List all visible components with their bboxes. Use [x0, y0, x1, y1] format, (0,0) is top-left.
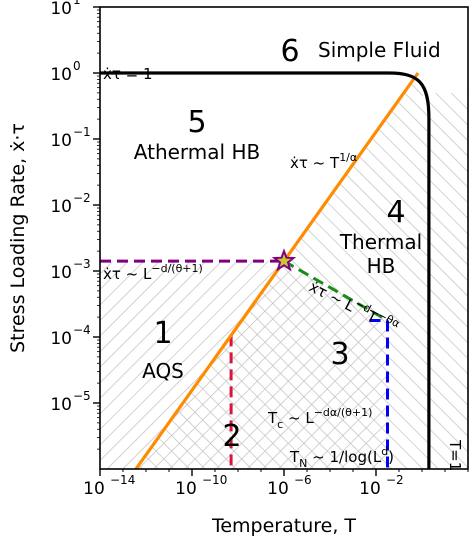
- y-tick-exponent: −3: [73, 257, 91, 271]
- x-tick-label: 10: [83, 479, 105, 499]
- x-axis-label: Temperature, T: [211, 515, 356, 537]
- region-5-name: Athermal HB: [134, 140, 260, 164]
- y-tick-label: 10: [50, 0, 72, 19]
- region-3-number: 3: [330, 337, 349, 372]
- y-tick-label: 10: [50, 131, 72, 151]
- x-tick-exponent: −2: [386, 473, 404, 487]
- region-1-number: 1: [153, 316, 172, 351]
- region-4-name-line2: HB: [367, 254, 396, 278]
- y-tick-label: 10: [50, 395, 72, 415]
- region-4-right-hatch: [428, 93, 468, 469]
- y-tick-exponent: −1: [73, 125, 91, 139]
- y-tick-exponent: −5: [73, 389, 91, 403]
- region-4-hatch: [284, 73, 429, 469]
- red-label: Tc ~ L−dα/(θ+1): [267, 406, 372, 431]
- star-marker: [271, 248, 297, 272]
- y-tick-label: 10: [50, 329, 72, 349]
- x-tick-exponent: −6: [294, 473, 312, 487]
- x-axis-ticks: 10 −14 10 −10 10 −6 10 −2: [83, 469, 469, 499]
- region-2-number: 2: [222, 419, 241, 454]
- region-1-hatch: [100, 261, 284, 469]
- y-tick-exponent: −2: [73, 191, 91, 205]
- x-tick-label: 10: [267, 479, 289, 499]
- region-3-hatch-cross: [231, 261, 388, 469]
- region-4-number: 4: [386, 195, 405, 230]
- y-tick-exponent: 0: [73, 59, 81, 73]
- x-tick-label: 10: [175, 479, 197, 499]
- hatched-regions: [100, 73, 468, 469]
- y-axis-label: Stress Loading Rate, ẋ·τ: [7, 123, 29, 353]
- vertical-boundary-label: T=1: [446, 439, 464, 471]
- purple-label: ẋτ ~ L−d/(θ+1): [103, 262, 203, 283]
- plateau-label: ẋτ = 1: [103, 65, 153, 83]
- x-tick-exponent: −14: [110, 473, 135, 487]
- y-tick-label: 10: [50, 197, 72, 217]
- region-1-name: AQS: [142, 359, 184, 383]
- x-tick-label: 10: [359, 479, 381, 499]
- black-boundary-curve: [100, 71, 431, 469]
- y-tick-exponent: 1: [73, 0, 81, 7]
- x-tick-exponent: −10: [202, 473, 227, 487]
- region-4-name-line1: Thermal: [339, 230, 422, 254]
- region-6-name: Simple Fluid: [318, 38, 441, 62]
- orange-label: ẋτ ~ T1/α: [290, 151, 357, 172]
- blue-label: TN ~ 1/log(Ld): [289, 445, 394, 470]
- y-tick-label: 10: [50, 263, 72, 283]
- region-6-number: 6: [280, 34, 299, 69]
- y-tick-label: 10: [50, 65, 72, 85]
- region-5-number: 5: [187, 105, 206, 140]
- y-tick-exponent: −4: [73, 323, 91, 337]
- green-dashed-boundary: [283, 259, 389, 322]
